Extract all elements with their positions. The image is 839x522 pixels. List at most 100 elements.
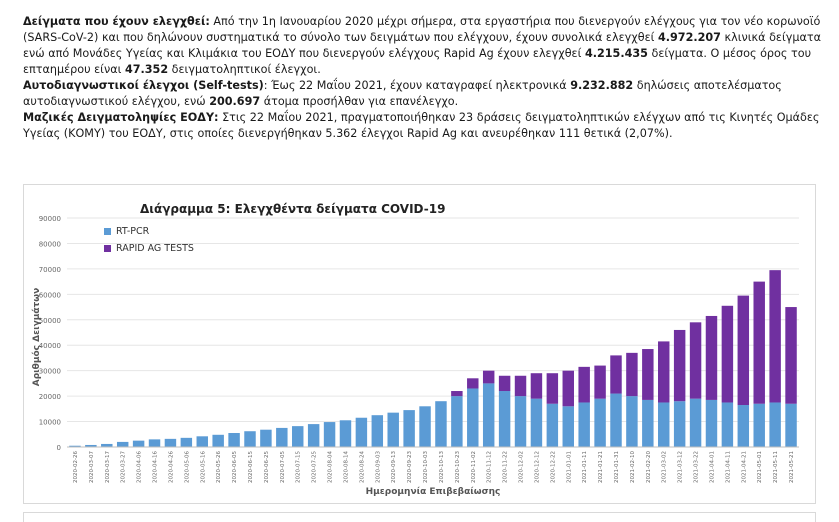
bar-rapid-ag	[562, 370, 574, 407]
bar-rt-pcr	[403, 410, 415, 447]
x-tick-label: 2020-07-05	[280, 451, 286, 483]
bar-rt-pcr	[355, 417, 368, 447]
x-tick-label: 2020-03-17	[105, 451, 111, 483]
x-tick-label: 2020-06-25	[264, 451, 270, 483]
x-tick-label: 2021-02-10	[630, 451, 636, 483]
bar-rt-pcr	[419, 406, 431, 447]
bar-rt-pcr	[132, 440, 145, 447]
bar-rt-pcr	[339, 420, 352, 447]
x-tick-label: 2020-06-15	[248, 451, 254, 483]
x-tick-label: 2020-10-03	[423, 451, 429, 483]
axis-layer: 0 10000 20000 30000 40000 50000 60000 70000 8000…	[39, 215, 799, 483]
y-tick-label: 90000	[39, 215, 61, 223]
y-tick-label: 20000	[39, 393, 61, 401]
bar-rt-pcr	[276, 427, 288, 447]
bar-rt-pcr	[785, 403, 797, 447]
bar-rapid-ag	[721, 305, 734, 403]
tested-samples-text-c: δείγματα. Ο μέσος όρος του επταημέρου εί…	[23, 47, 812, 76]
bar-rt-pcr	[578, 402, 590, 447]
x-tick-label: 2020-08-04	[328, 451, 334, 483]
bar-rapid-ag	[498, 375, 511, 392]
bar-rapid-ag	[626, 352, 638, 397]
y-tick-label: 60000	[39, 291, 61, 299]
x-tick-label: 2021-01-31	[614, 451, 620, 483]
rapid-ag-samples-count: 4.215.435	[584, 47, 648, 60]
bars-layer	[69, 270, 797, 447]
bar-rt-pcr	[212, 434, 224, 447]
x-tick-label: 2020-12-02	[519, 451, 525, 483]
bar-rt-pcr	[721, 402, 734, 447]
bar-rt-pcr	[85, 444, 97, 447]
x-tick-label: 2021-05-21	[789, 451, 795, 483]
bar-rt-pcr	[514, 396, 527, 447]
x-tick-label: 2020-10-13	[439, 451, 445, 483]
x-tick-label: 2020-07-25	[312, 451, 318, 483]
self-tests-text-b: δηλώσεις αποτελέσματος αυτοδιαγνωστικού …	[23, 79, 782, 108]
y-tick-label: 40000	[39, 342, 61, 350]
x-tick-label: 2020-09-03	[375, 451, 381, 483]
bar-rt-pcr	[69, 445, 81, 447]
bar-rt-pcr	[658, 402, 670, 447]
legend-label-rt-pcr: RT-PCR	[116, 226, 150, 237]
bar-rapid-ag	[642, 349, 654, 400]
text-block: Δείγματα που έχουν ελεγχθεί: Από την 1η …	[23, 14, 823, 142]
bar-rt-pcr	[642, 399, 654, 447]
tested-samples-chart: 0 10000 20000 30000 40000 50000 60000 70000 8000…	[31, 215, 799, 497]
bar-rt-pcr	[546, 403, 559, 447]
bar-rapid-ag	[737, 295, 750, 406]
x-tick-label: 2020-08-14	[343, 451, 349, 483]
legend-label-rapid-ag: RAPID AG TESTS	[116, 243, 194, 254]
bar-rt-pcr	[530, 398, 543, 447]
bar-rapid-ag	[610, 355, 622, 394]
self-tests-text-a: : Έως 22 Μαΐου 2021, έχουν καταγραφεί ηλ…	[263, 79, 571, 92]
bar-rapid-ag	[785, 307, 797, 404]
bar-rt-pcr	[673, 401, 686, 447]
x-tick-label: 2020-04-26	[168, 451, 174, 483]
bar-rt-pcr	[307, 424, 320, 447]
y-axis-label: Αριθμός Δειγμάτων	[31, 288, 42, 387]
legend-item-rapid-ag: RAPID AG TESTS	[104, 240, 194, 257]
bar-rt-pcr	[228, 433, 240, 447]
x-tick-label: 2021-03-12	[678, 451, 684, 483]
clinical-samples-count: 4.972.207	[657, 31, 721, 44]
x-tick-label: 2020-09-13	[391, 451, 397, 483]
bar-rapid-ag	[514, 375, 527, 397]
bar-rt-pcr	[769, 402, 781, 447]
self-tests-text-c: άτομα προσήλθαν για επανέλεγχο.	[260, 95, 459, 108]
retested-count: 200.697	[209, 95, 261, 108]
x-tick-label: 2020-12-12	[534, 451, 540, 483]
self-tests-paragraph: Αυτοδιαγνωστικοί έλεγχοι (Self-tests): Έ…	[23, 78, 823, 110]
tested-samples-text-d: δειγματοληπτικοί έλεγχοι.	[168, 63, 321, 76]
x-tick-label: 2021-04-01	[709, 451, 715, 483]
x-tick-label: 2020-05-26	[216, 451, 222, 483]
bar-rt-pcr	[180, 437, 193, 447]
self-tests-count: 9.232.882	[570, 79, 634, 92]
bar-rt-pcr	[753, 403, 765, 447]
x-axis-label: Ημερομηνία Επιβεβαίωσης	[366, 486, 501, 497]
bar-rt-pcr	[292, 426, 304, 447]
bar-rt-pcr	[689, 398, 702, 447]
x-tick-label: 2020-12-22	[550, 451, 556, 483]
x-tick-label: 2020-03-27	[121, 451, 127, 483]
x-tick-label: 2021-01-21	[598, 451, 604, 483]
x-tick-label: 2020-10-23	[455, 451, 461, 483]
bar-rapid-ag	[689, 322, 702, 399]
x-tick-label: 2020-05-16	[200, 451, 206, 483]
mass-sampling-label: Μαζικές Δειγματοληψίες ΕΟΔΥ:	[23, 111, 219, 124]
bar-rapid-ag	[705, 315, 718, 400]
bar-rapid-ag	[482, 370, 495, 384]
bottom-panel	[23, 512, 816, 522]
tested-samples-text-a: Από την 1η Ιανουαρίου 2020 μέχρι σήμερα,…	[23, 15, 821, 44]
bar-rt-pcr	[626, 396, 638, 447]
chart-panel: 0 10000 20000 30000 40000 50000 60000 70000 8000…	[23, 184, 816, 504]
bar-rt-pcr	[594, 398, 606, 447]
bar-rt-pcr	[196, 436, 208, 447]
bar-rapid-ag	[467, 378, 479, 389]
x-tick-label: 2020-08-24	[359, 451, 365, 483]
bar-rt-pcr	[498, 391, 511, 447]
x-tick-label: 2020-04-16	[153, 451, 159, 483]
y-tick-label: 70000	[39, 266, 61, 274]
self-tests-label: Αυτοδιαγνωστικοί έλεγχοι (Self-tests)	[23, 79, 264, 92]
bar-rapid-ag	[658, 341, 670, 403]
bar-rt-pcr	[164, 438, 177, 447]
